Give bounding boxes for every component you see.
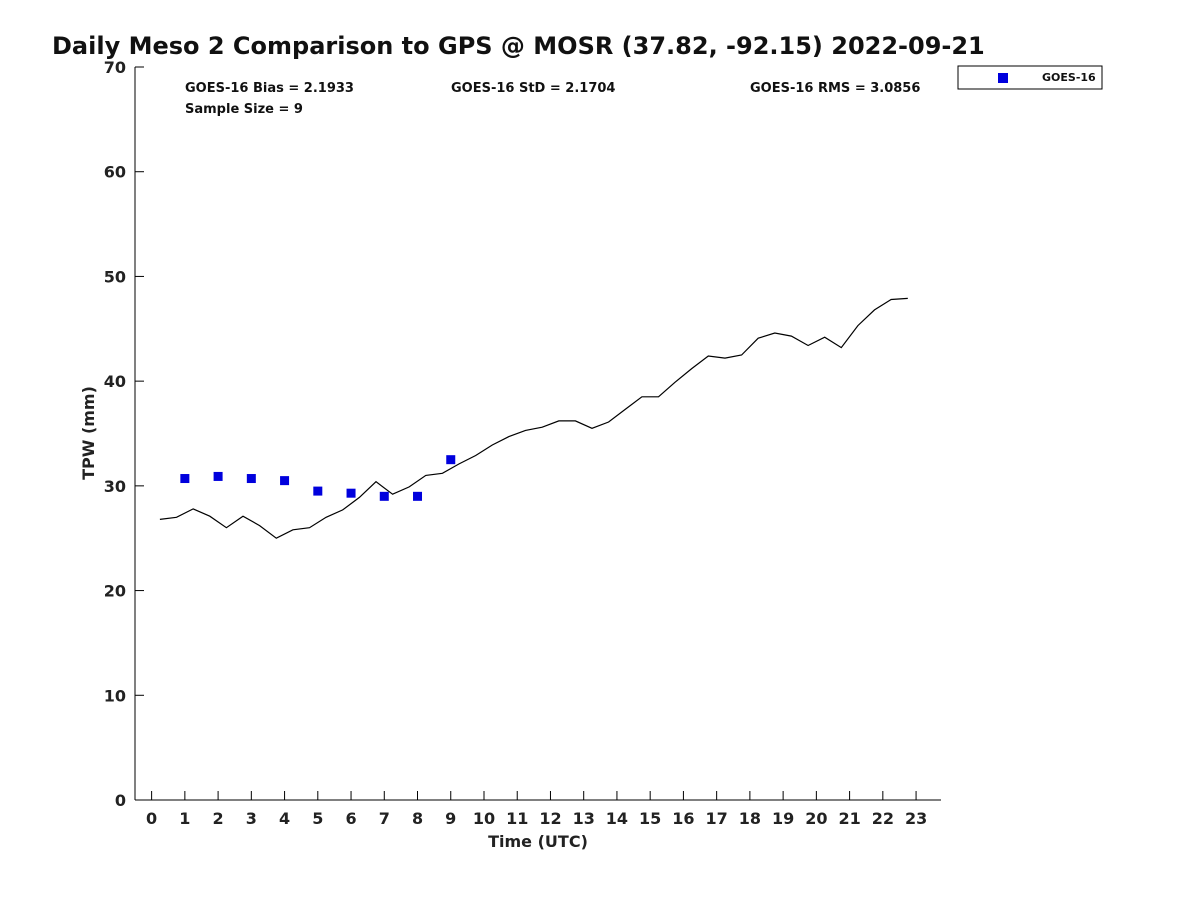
x-tick-label: 8 [412, 809, 423, 828]
y-tick-label: 70 [104, 58, 126, 77]
y-tick-label: 60 [104, 163, 126, 182]
goes16-point [180, 474, 190, 484]
x-tick-label: 9 [445, 809, 456, 828]
x-tick-label: 12 [539, 809, 561, 828]
axes [134, 67, 941, 801]
x-tick-label: 3 [246, 809, 257, 828]
goes16-point [379, 491, 389, 501]
x-tick-label: 13 [573, 809, 595, 828]
goes16-point [446, 455, 456, 465]
x-tick-label: 1 [179, 809, 190, 828]
x-tick-label: 19 [772, 809, 794, 828]
x-axis-label: Time (UTC) [488, 832, 588, 851]
legend-label-goes16: GOES-16 [1042, 71, 1096, 84]
goes16-point [413, 491, 423, 501]
legend: GOES-16 [957, 65, 1103, 90]
rms-stat: GOES-16 RMS = 3.0856 [750, 81, 920, 96]
x-tick-label: 7 [379, 809, 390, 828]
x-tick-label: 14 [606, 809, 628, 828]
goes-series [180, 455, 456, 501]
x-tick-label: 20 [805, 809, 827, 828]
x-tick-label: 5 [312, 809, 323, 828]
legend-swatch-goes16 [998, 73, 1008, 83]
y-tick-label: 40 [104, 372, 126, 391]
x-tick-label: 2 [213, 809, 224, 828]
goes16-point [213, 471, 223, 481]
x-tick-label: 23 [905, 809, 927, 828]
gps-line [159, 297, 908, 539]
legend-box [957, 65, 1103, 90]
y-axis-label: TPW (mm) [79, 386, 98, 480]
y-tick-label: 10 [104, 686, 126, 705]
x-tick-label: 0 [146, 809, 157, 828]
std-stat: GOES-16 StD = 2.1704 [451, 81, 615, 96]
goes16-point [346, 488, 356, 498]
y-tick-label: 50 [104, 267, 126, 286]
y-tick-label: 20 [104, 582, 126, 601]
x-tick-label: 17 [706, 809, 728, 828]
x-tick-label: 16 [672, 809, 694, 828]
goes16-point [313, 486, 323, 496]
goes16-point [280, 476, 290, 486]
x-tick-label: 6 [345, 809, 356, 828]
chart-title: Daily Meso 2 Comparison to GPS @ MOSR (3… [52, 32, 985, 60]
bias-stat: GOES-16 Bias = 2.1933 [185, 81, 354, 96]
x-tick-label: 15 [639, 809, 661, 828]
x-tick-label: 11 [506, 809, 528, 828]
x-tick-label: 4 [279, 809, 290, 828]
x-tick-label: 21 [838, 809, 860, 828]
y-tick-label: 0 [115, 791, 126, 810]
gps-series [159, 297, 908, 539]
x-tick-label: 10 [473, 809, 495, 828]
y-tick-label: 30 [104, 477, 126, 496]
sample-size-stat: Sample Size = 9 [185, 102, 303, 117]
goes16-point [246, 474, 256, 484]
x-tick-label: 22 [872, 809, 894, 828]
x-tick-label: 18 [739, 809, 761, 828]
